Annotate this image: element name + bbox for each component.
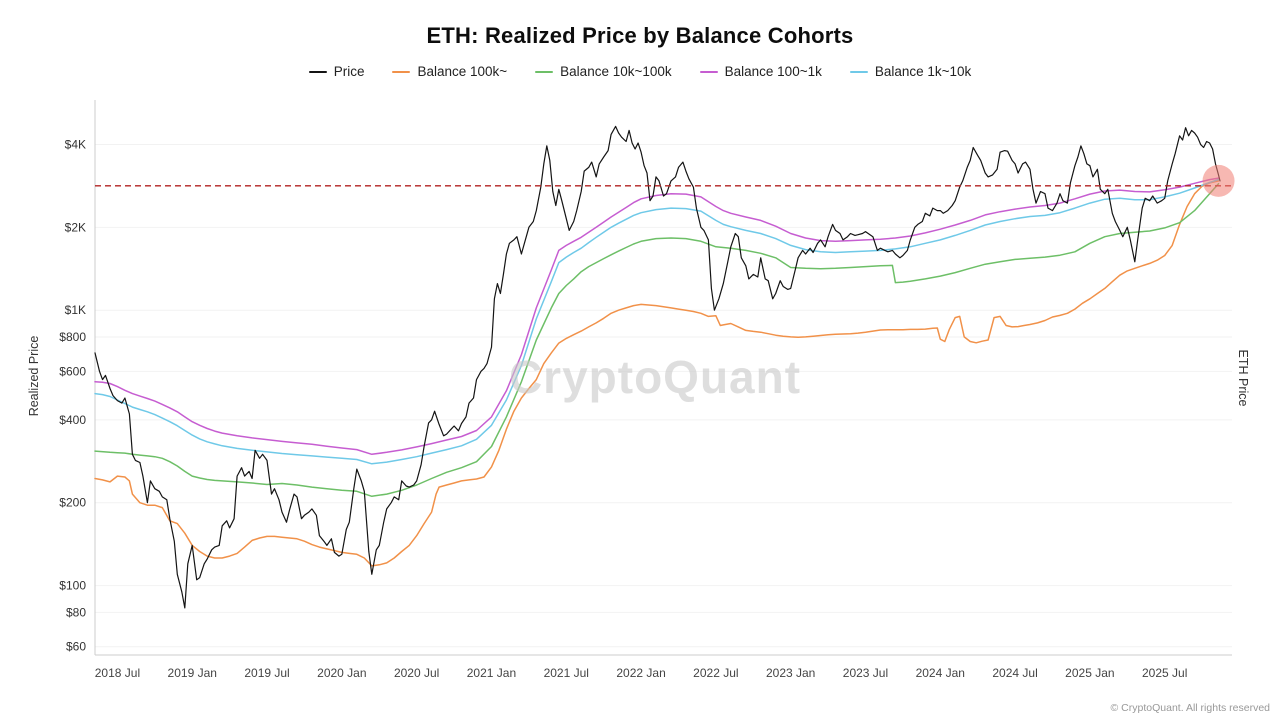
series-line-price (94, 125, 1221, 609)
legend-item-0[interactable]: Price (308, 64, 365, 79)
chart-title: ETH: Realized Price by Balance Cohorts (426, 23, 854, 48)
legend-swatch (308, 70, 327, 73)
x-tick-label: 2020 Jul (394, 666, 439, 680)
legend-label: Balance 100k~ (417, 64, 508, 79)
legend-swatch (392, 70, 411, 73)
x-tick-label: 2018 Jul (95, 666, 140, 680)
x-tick-label: 2019 Jul (244, 666, 289, 680)
legend-label: Balance 100~1k (724, 64, 822, 79)
x-tick-label: 2019 Jan (168, 666, 217, 680)
x-tick-label: 2020 Jan (317, 666, 366, 680)
highlight-marker (1202, 164, 1235, 197)
y-tick-label: $800 (59, 330, 86, 344)
legend-label: Price (333, 64, 365, 79)
y-tick-label: $80 (66, 605, 86, 619)
y-tick-label: $600 (59, 364, 86, 378)
series-line-balance-100k- (94, 180, 1220, 567)
legend-swatch (849, 70, 868, 73)
legend-item-1[interactable]: Balance 100k~ (392, 64, 507, 79)
legend-item-2[interactable]: Balance 10k~100k (535, 64, 672, 79)
x-tick-label: 2021 Jul (544, 666, 589, 680)
legend-item-4[interactable]: Balance 1k~10k (849, 64, 972, 79)
series-line-balance-100-1k (94, 177, 1220, 456)
x-tick-label: 2024 Jul (992, 666, 1037, 680)
x-tick-label: 2022 Jan (616, 666, 665, 680)
x-tick-label: 2024 Jan (916, 666, 965, 680)
legend-item-3[interactable]: Balance 100~1k (699, 64, 822, 79)
legend-label: Balance 10k~100k (560, 64, 672, 79)
series-line-balance-10k-100k (94, 182, 1220, 498)
legend: Price Balance 100k~ Balance 10k~100k Balanc… (0, 64, 1280, 79)
x-tick-label: 2021 Jan (467, 666, 516, 680)
y-tick-label: $1K (65, 303, 86, 317)
y-tick-label: $60 (66, 640, 86, 654)
right-axis-title: ETH Price (1236, 349, 1250, 407)
copyright-footer: © CryptoQuant. All rights reserved (1110, 702, 1270, 714)
x-tick-label: 2023 Jul (843, 666, 888, 680)
y-tick-label: $100 (59, 579, 86, 593)
y-tick-label: $200 (59, 496, 86, 510)
x-tick-label: 2022 Jul (693, 666, 738, 680)
y-tick-label: $4K (65, 137, 86, 151)
x-tick-label: 2025 Jan (1065, 666, 1114, 680)
y-tick-label: $2K (65, 220, 86, 234)
legend-swatch (699, 70, 718, 73)
left-axis-title: Realized Price (27, 335, 41, 417)
y-tick-label: $400 (59, 413, 86, 427)
series-line-balance-1k-10k (94, 178, 1220, 465)
legend-swatch (535, 70, 554, 73)
x-tick-label: 2025 Jul (1142, 666, 1187, 680)
legend-label: Balance 1k~10k (874, 64, 972, 79)
x-tick-label: 2023 Jan (766, 666, 815, 680)
